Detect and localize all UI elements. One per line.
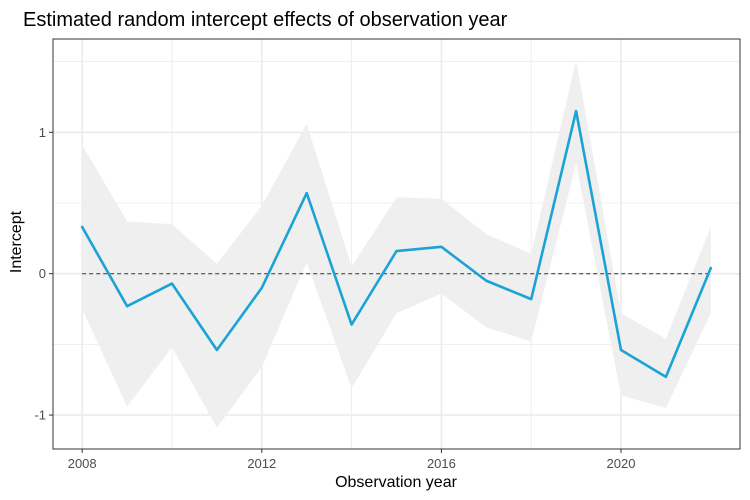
y-tick-label: 1 [39,125,46,140]
x-tick-label: 2016 [427,456,456,471]
x-axis-ticks: 2008 2012 2016 2020 [68,449,636,471]
panel-border [52,38,741,450]
x-tick-label: 2012 [247,456,276,471]
x-tick-label: 2008 [68,456,97,471]
intercept-line [80,109,713,379]
x-tick-label: 2020 [607,456,636,471]
y-axis-ticks: -1 0 1 [34,125,53,423]
y-axis-title: Intercept [8,210,25,273]
confidence-ribbon-area [82,60,711,428]
confidence-ribbon [82,60,711,428]
intercept-series [80,109,713,379]
chart-title: Estimated random intercept effects of ob… [23,9,508,31]
panel-frame [52,38,741,450]
y-tick-label: 0 [39,266,46,281]
x-axis-title: Observation year [335,474,458,491]
y-tick-label: -1 [34,408,46,423]
